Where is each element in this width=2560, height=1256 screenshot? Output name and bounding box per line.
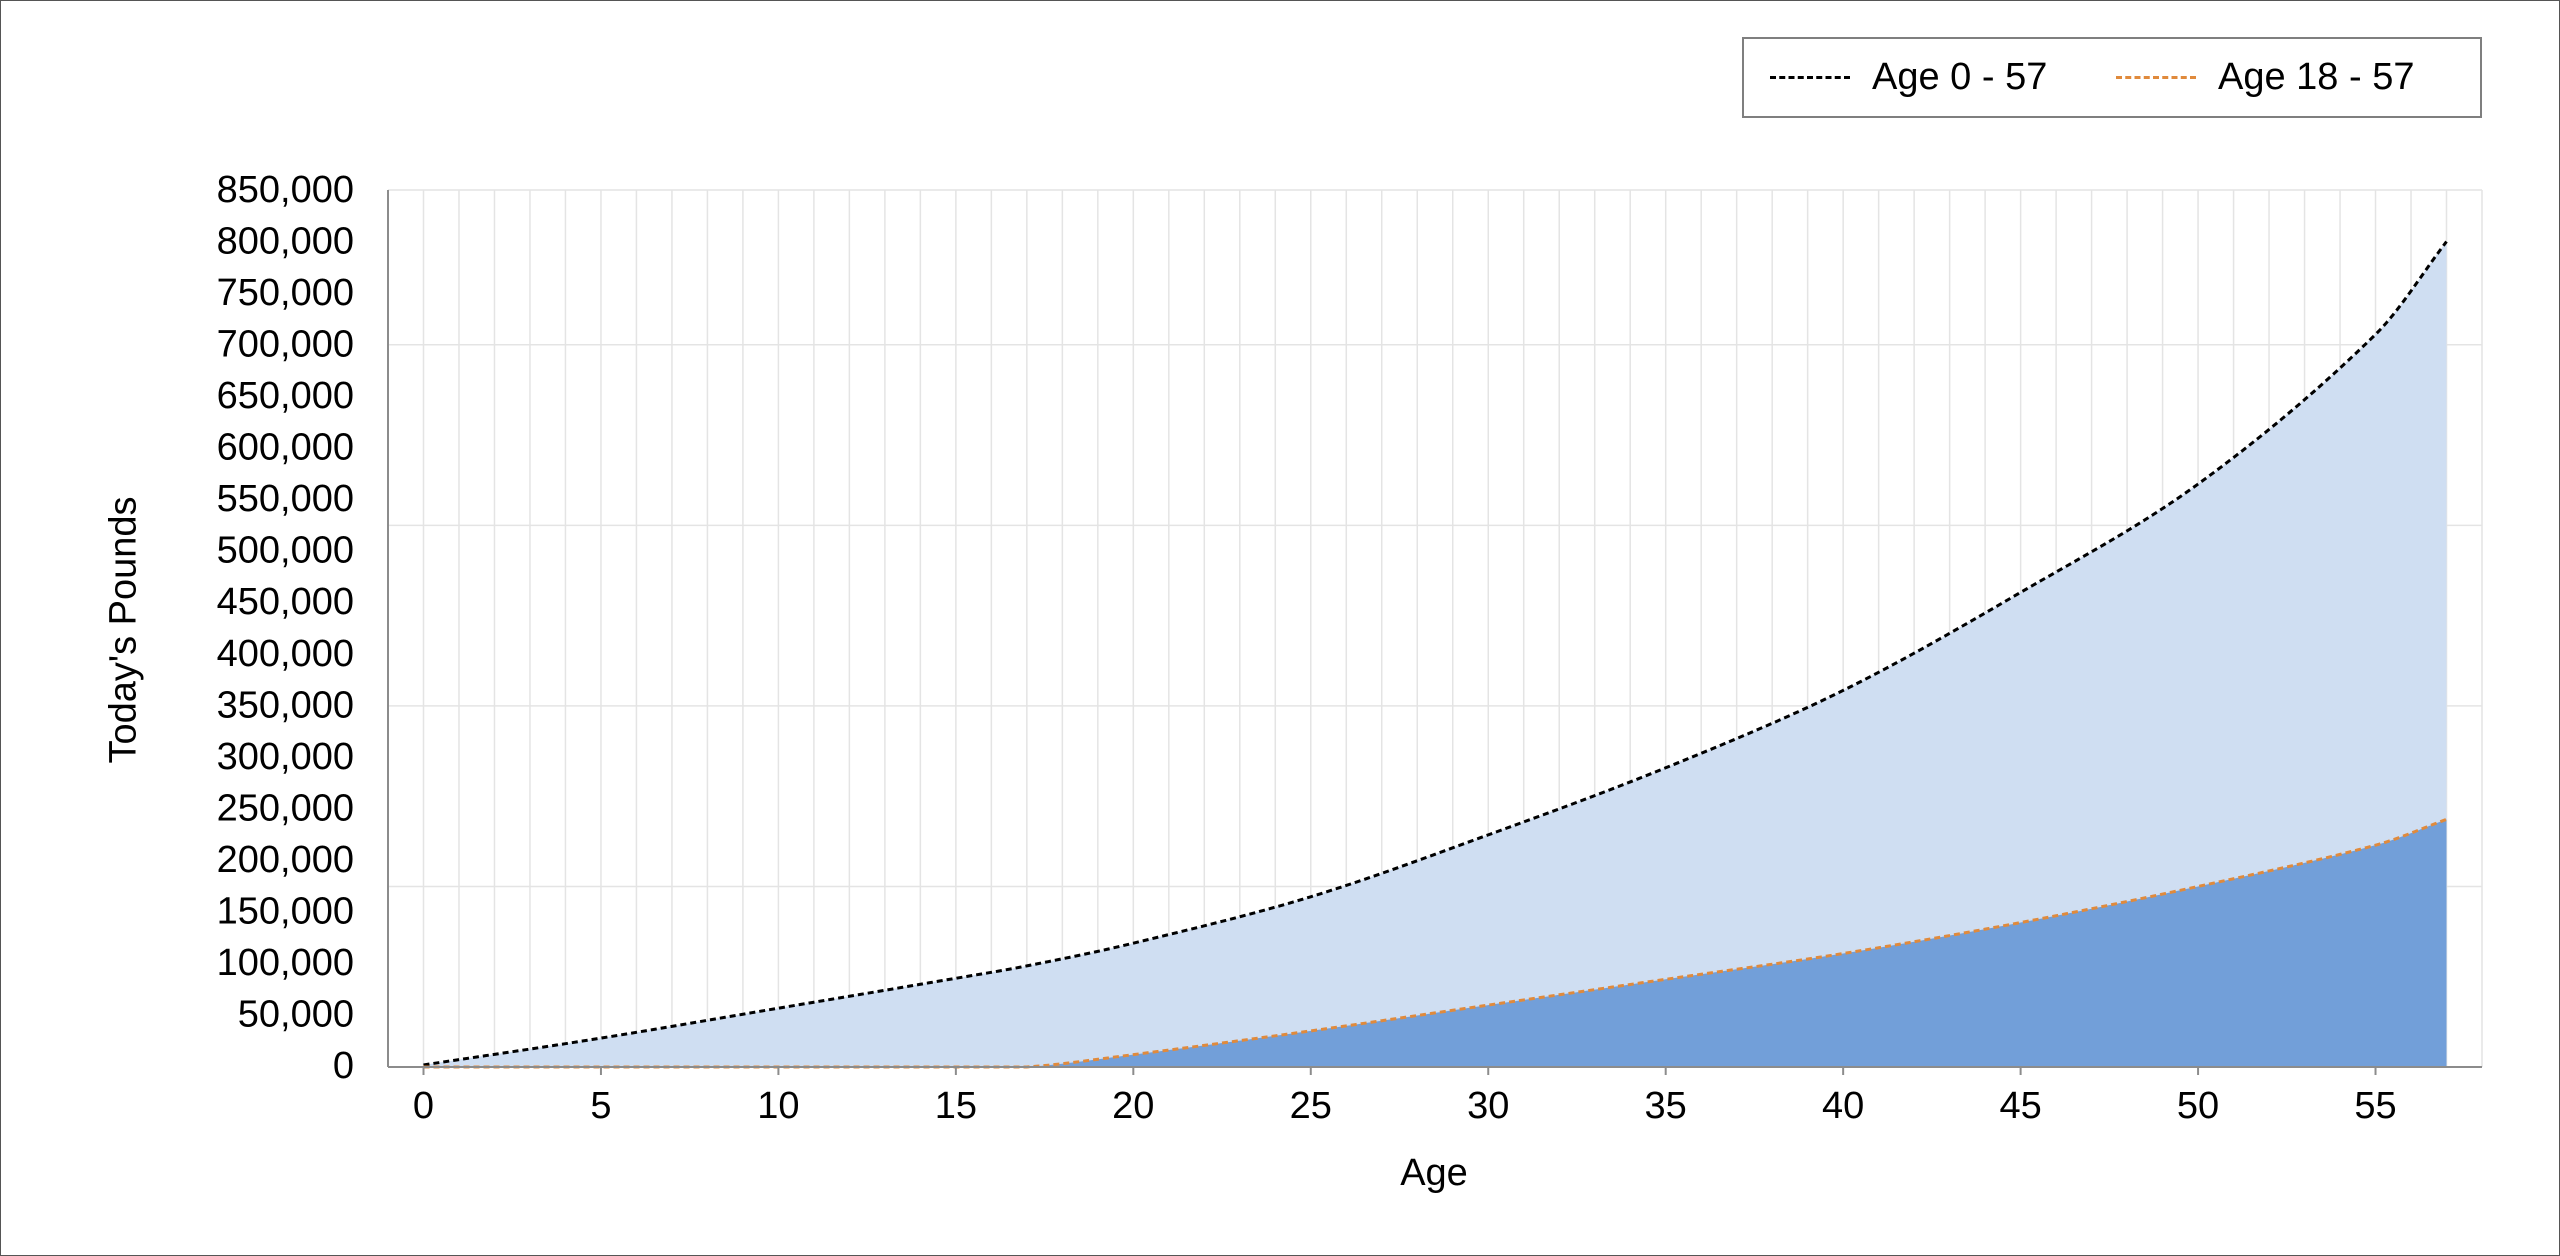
- y-tick-label: 750,000: [217, 272, 354, 314]
- y-tick-label: 200,000: [217, 839, 354, 881]
- x-tick-label: 55: [2354, 1085, 2396, 1127]
- y-tick-label: 500,000: [217, 530, 354, 572]
- axes: [387, 190, 2482, 1075]
- y-tick-label: 250,000: [217, 787, 354, 829]
- legend-label: Age 0 - 57: [1872, 56, 2048, 98]
- y-tick-label: 300,000: [217, 736, 354, 778]
- y-tick-label: 650,000: [217, 375, 354, 417]
- x-tick-label: 15: [935, 1085, 977, 1127]
- y-tick-label: 450,000: [217, 581, 354, 623]
- y-tick-label: 350,000: [217, 684, 354, 726]
- x-axis-title: Age: [1400, 1152, 1468, 1194]
- legend-item-age-0-57: Age 0 - 57: [1770, 39, 2047, 116]
- x-tick-label: 20: [1112, 1085, 1154, 1127]
- y-tick-label: 50,000: [238, 993, 354, 1035]
- legend-swatch: [1770, 76, 1850, 79]
- y-axis-title: Today's Pounds: [102, 496, 145, 764]
- y-tick-label: 700,000: [217, 324, 354, 366]
- tick-labels: 0 5 10 15 20 25 30 35 40 45 50 55 0 50,000 100,000 150,…: [217, 169, 2397, 1127]
- x-tick-label: 30: [1467, 1085, 1509, 1127]
- x-tick-label: 5: [590, 1085, 611, 1127]
- y-tick-label: 550,000: [217, 478, 354, 520]
- series-area-1: [423, 241, 2447, 1067]
- legend-item-age-18-57: Age 18 - 57: [2116, 39, 2414, 116]
- area-fills: [423, 241, 2447, 1067]
- legend-label: Age 18 - 57: [2218, 56, 2415, 98]
- x-tick-label: 40: [1822, 1085, 1864, 1127]
- y-tick-label: 850,000: [217, 169, 354, 211]
- legend: Age 0 - 57 Age 18 - 57: [1742, 37, 2482, 118]
- x-tick-label: 50: [2177, 1085, 2219, 1127]
- legend-swatch: [2116, 76, 2196, 79]
- y-tick-label: 150,000: [217, 890, 354, 932]
- x-tick-label: 35: [1645, 1085, 1687, 1127]
- y-tick-label: 600,000: [217, 427, 354, 469]
- y-tick-label: 400,000: [217, 633, 354, 675]
- x-tick-label: 45: [1999, 1085, 2041, 1127]
- y-tick-label: 800,000: [217, 221, 354, 263]
- x-tick-label: 0: [413, 1085, 434, 1127]
- y-tick-label: 0: [333, 1045, 354, 1087]
- x-tick-label: 10: [757, 1085, 799, 1127]
- y-tick-label: 100,000: [217, 942, 354, 984]
- x-tick-label: 25: [1290, 1085, 1332, 1127]
- series-area-2: [423, 819, 2447, 1067]
